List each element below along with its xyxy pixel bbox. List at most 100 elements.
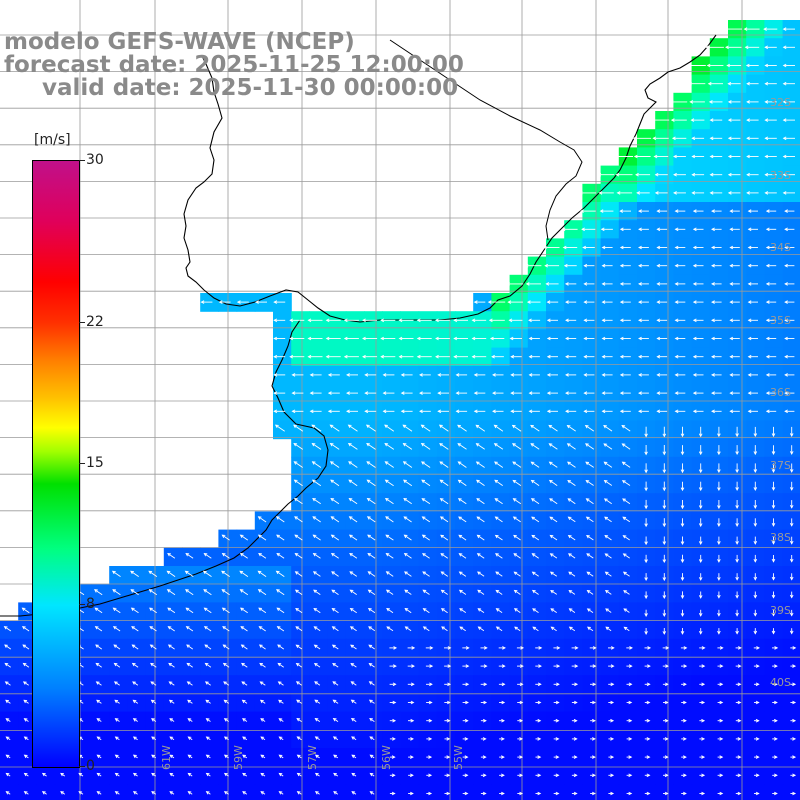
wind-vector-head bbox=[132, 681, 136, 685]
wind-vector-head bbox=[753, 523, 758, 527]
wind-vector-head bbox=[701, 755, 706, 759]
wind-vector bbox=[440, 479, 449, 486]
wind-vector-head bbox=[221, 607, 226, 611]
wind-vector-head bbox=[727, 154, 732, 159]
wind-vector-head bbox=[151, 754, 155, 759]
wind-vector bbox=[295, 553, 303, 559]
wind-vector-head bbox=[771, 558, 776, 563]
wind-vector-head bbox=[707, 81, 712, 86]
wind-vector bbox=[185, 607, 194, 614]
wind-vector-head bbox=[513, 553, 518, 557]
wind-vector-head bbox=[546, 300, 551, 304]
wind-vector bbox=[604, 535, 612, 541]
wind-vector-head bbox=[204, 681, 209, 685]
wind-vector-head bbox=[236, 300, 241, 304]
wind-vector-head bbox=[242, 754, 246, 759]
wind-vector bbox=[95, 663, 102, 668]
wind-vector-head bbox=[651, 118, 656, 122]
wind-vector bbox=[167, 589, 176, 596]
wind-vector-head bbox=[392, 664, 397, 668]
wind-vector bbox=[112, 589, 121, 596]
wind-vector-head bbox=[350, 644, 354, 649]
wind-vector bbox=[423, 626, 430, 632]
wind-vector-head bbox=[746, 172, 750, 177]
wind-vector-head bbox=[598, 191, 603, 195]
wind-vector bbox=[585, 425, 595, 432]
wind-vector-head bbox=[573, 718, 578, 723]
wind-vector-head bbox=[674, 209, 679, 213]
wind-vector-head bbox=[471, 336, 476, 341]
wind-vector-head bbox=[114, 736, 119, 740]
wind-vector bbox=[458, 498, 467, 505]
wind-vector-head bbox=[419, 373, 423, 377]
wind-vector-head bbox=[670, 118, 675, 122]
wind-vector-head bbox=[446, 791, 451, 796]
wind-vector bbox=[186, 644, 194, 650]
wind-vector-head bbox=[332, 717, 337, 722]
wind-vector-head bbox=[309, 391, 314, 395]
wind-vector-head bbox=[646, 718, 651, 723]
wind-vector-head bbox=[727, 81, 732, 86]
wind-vector-head bbox=[635, 172, 639, 177]
wind-vector-head bbox=[531, 571, 536, 576]
wind-vector-head bbox=[755, 700, 760, 705]
wind-vector-head bbox=[367, 589, 372, 594]
wind-vector bbox=[549, 480, 558, 486]
wind-vector-head bbox=[295, 662, 300, 667]
wind-vector-head bbox=[591, 791, 596, 796]
wind-vector-head bbox=[421, 479, 426, 484]
wind-vector-head bbox=[737, 718, 742, 723]
wind-vector-head bbox=[482, 718, 487, 723]
wind-vector-head bbox=[350, 662, 355, 667]
wind-vector bbox=[275, 424, 285, 432]
wind-vector-head bbox=[610, 755, 615, 759]
wind-vector bbox=[312, 461, 322, 468]
wind-vector bbox=[422, 589, 430, 595]
wind-vector bbox=[187, 681, 193, 686]
wind-vector-head bbox=[771, 505, 776, 509]
wind-vector-head bbox=[568, 608, 573, 612]
wind-vector bbox=[514, 626, 521, 632]
wind-vector-head bbox=[545, 282, 550, 286]
wind-vector-head bbox=[367, 571, 372, 575]
wind-vector bbox=[604, 516, 612, 523]
wind-vector-head bbox=[348, 461, 352, 465]
wind-vector-head bbox=[500, 791, 505, 796]
wind-vector-head bbox=[546, 354, 551, 359]
wind-vector-head bbox=[771, 576, 776, 581]
wind-vector-head bbox=[688, 81, 692, 86]
wind-vector bbox=[403, 461, 413, 468]
wind-vector bbox=[240, 607, 248, 614]
wind-vector-head bbox=[727, 118, 732, 122]
wind-vector-head bbox=[583, 373, 588, 377]
wind-vector-head bbox=[148, 570, 153, 575]
wind-vector bbox=[240, 626, 248, 632]
wind-vector bbox=[4, 663, 11, 668]
wind-cell bbox=[163, 784, 183, 800]
wind-vector bbox=[622, 443, 631, 450]
wind-vector-head bbox=[550, 626, 555, 631]
wind-vector-head bbox=[543, 245, 547, 250]
wind-vector-head bbox=[701, 737, 706, 741]
wind-vector-head bbox=[601, 373, 606, 377]
wind-vector-head bbox=[384, 479, 389, 484]
wind-vector-head bbox=[698, 469, 703, 474]
wind-vector-head bbox=[458, 553, 463, 557]
wind-vector bbox=[330, 479, 340, 487]
wind-vector bbox=[386, 626, 394, 632]
wind-vector-head bbox=[278, 736, 283, 740]
wind-vector-head bbox=[184, 570, 189, 575]
wind-vector-head bbox=[367, 534, 371, 539]
wind-vector-head bbox=[422, 626, 427, 630]
wind-cell bbox=[473, 784, 492, 800]
wind-vector-head bbox=[698, 541, 703, 545]
wind-vector bbox=[203, 589, 212, 596]
wind-cell bbox=[436, 784, 456, 800]
wind-vector-head bbox=[680, 469, 685, 474]
wind-vector-head bbox=[646, 700, 651, 705]
longitude-label: 59W bbox=[232, 745, 245, 770]
wind-vector-head bbox=[623, 590, 627, 594]
wind-vector-head bbox=[753, 505, 758, 509]
wind-vector-head bbox=[735, 451, 739, 456]
wind-cell bbox=[109, 784, 128, 800]
